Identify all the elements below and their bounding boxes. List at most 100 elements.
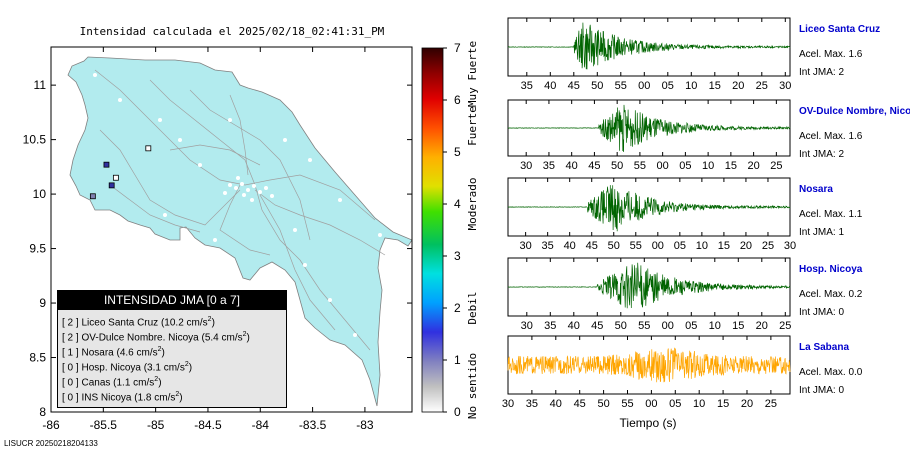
- intensity-colorbar: 0 1 2 3 4 5 6 7 No sentido Debil Moderado FuerteMu…: [421, 41, 479, 419]
- waveform-tick-label: 30: [779, 80, 791, 92]
- waveform-tick-label: 15: [732, 320, 744, 332]
- legend-station: Liceo Santa Cruz: [81, 317, 159, 329]
- legend-int: [ 0 ]: [62, 377, 79, 389]
- town-dot: [163, 213, 167, 217]
- waveform-tick-label: 45: [568, 80, 580, 92]
- waveform-panel: 30 35 40 45 50 55 00 05 10 15 20 25 30 Nosara Acel. Ma…: [507, 177, 863, 252]
- map-x-tick-label: -83.5: [299, 418, 327, 432]
- road-line: [254, 189, 386, 256]
- waveform-tick-label: 10: [693, 398, 705, 410]
- waveform-tick-label: 35: [543, 160, 555, 172]
- station-name: Liceo Santa Cruz: [799, 24, 880, 35]
- colorbar-category: No sentido: [466, 353, 479, 419]
- map-y-tick-label: 10.5: [23, 133, 47, 147]
- map-x-tick-label: -84.5: [194, 418, 222, 432]
- waveform-tick-label: 30: [521, 320, 533, 332]
- colorbar-tick-label: 4: [454, 197, 461, 211]
- waveform-tick-label: 50: [591, 80, 603, 92]
- waveform-tick-label: 55: [615, 80, 627, 92]
- waveform-tick-label: 15: [725, 160, 737, 172]
- waveform-tick-label: 35: [521, 80, 533, 92]
- waveform-tick-label: 25: [770, 160, 782, 172]
- waveform-trace: [507, 104, 791, 153]
- map-x-axis: -86 -85.5 -85 -84.5 -84 -83.5 -83: [42, 47, 374, 432]
- jma-intensity: Int JMA: 2: [799, 149, 844, 160]
- waveform-tick-label: 15: [717, 398, 729, 410]
- map-x-tick-label: -86: [42, 418, 60, 432]
- station-marker[interactable]: [145, 145, 152, 152]
- town-dot: [246, 188, 250, 192]
- jma-intensity: Int JMA: 0: [799, 307, 844, 318]
- legend-acc: (1.1 cm/s: [113, 377, 155, 389]
- station-marker[interactable]: [89, 193, 96, 200]
- map-frame: [50, 46, 413, 413]
- waveform-tick-label: 00: [638, 80, 650, 92]
- station-name: Hosp. Nicoya: [799, 264, 863, 275]
- town-dot: [303, 263, 307, 267]
- accel-max: Acel. Max. 1.6: [799, 49, 863, 60]
- legend-sup: 2: [175, 391, 180, 398]
- legend-close: ): [179, 392, 183, 404]
- waveform-tick-label: 45: [588, 160, 600, 172]
- road-line: [149, 79, 371, 351]
- legend-int: [ 1 ]: [62, 347, 79, 359]
- legend-acc: (5.4 cm/s: [201, 332, 243, 344]
- waveform-tick-label: 25: [765, 398, 777, 410]
- legend-title: INTENSIDAD JMA [0 a 7]: [58, 291, 286, 310]
- waveform-tick-label: 40: [564, 240, 576, 252]
- waveform-tick-label: 05: [662, 80, 674, 92]
- waveform-tick-label: 40: [544, 80, 556, 92]
- map-x-tick-label: -85: [147, 418, 165, 432]
- waveform-tick-label: 50: [615, 320, 627, 332]
- station-marker[interactable]: [103, 161, 110, 168]
- road-line: [219, 184, 271, 256]
- legend-station: Nosara: [81, 347, 114, 359]
- waveform-tick-label: 15: [709, 80, 721, 92]
- jma-intensity: Int JMA: 0: [799, 385, 844, 396]
- station-marker[interactable]: [108, 182, 115, 189]
- waveform-tick-label: 40: [566, 160, 578, 172]
- waveform-tick-label: 50: [608, 240, 620, 252]
- colorbar-tick-label: 2: [454, 301, 461, 315]
- map-x-tick-label: -83: [356, 418, 374, 432]
- waveform-tick-label: 30: [784, 240, 796, 252]
- legend-row: [ 0 ] Canas (1.1 cm/s2): [62, 376, 162, 388]
- town-dot: [252, 184, 256, 188]
- legend-sup: 2: [154, 376, 159, 383]
- legend-int: [ 0 ]: [62, 362, 79, 374]
- waveform-panel: 30 35 40 45 50 55 00 05 10 15 20 25 OV-Dulce Nombre,…: [507, 99, 910, 172]
- legend-close: ): [158, 377, 162, 389]
- station-marker[interactable]: [112, 174, 119, 181]
- waveform-tick-label: 45: [574, 398, 586, 410]
- road-line: [259, 194, 336, 331]
- waveform-tick-label: 55: [638, 320, 650, 332]
- waveform-tick-label: 50: [611, 160, 623, 172]
- legend-station: INS Nicoya: [81, 392, 132, 404]
- map-y-tick-label: 8: [39, 405, 46, 419]
- colorbar-gradient: [421, 47, 444, 413]
- legend-close: ): [211, 317, 215, 329]
- waveform-tick-label: 30: [520, 160, 532, 172]
- waveform-tick-label: 20: [747, 160, 759, 172]
- town-dot: [293, 228, 297, 232]
- town-dot: [158, 118, 162, 122]
- waveform-tick-label: 25: [756, 80, 768, 92]
- legend-sup: 2: [242, 331, 247, 338]
- legend-row: [ 2 ] OV-Dulce Nombre. Nicoya (5.4 cm/s2…: [62, 331, 250, 343]
- waveform-trace: [507, 347, 791, 383]
- legend-sup: 2: [184, 361, 189, 368]
- town-dot: [93, 73, 97, 77]
- town-dot: [178, 138, 182, 142]
- town-dot: [353, 333, 357, 337]
- legend-int: [ 0 ]: [62, 392, 79, 404]
- waveform-xlabel: Tiempo (s): [620, 416, 677, 430]
- town-dot: [228, 118, 232, 122]
- town-dot: [338, 198, 342, 202]
- waveform-tick-label: 25: [779, 320, 791, 332]
- legend-row: [ 0 ] INS Nicoya (1.8 cm/s2): [62, 391, 183, 403]
- town-dot: [283, 138, 287, 142]
- waveform-panel: 30 35 40 45 50 55 00 05 10 15 20 25 La Sabana Acel. M…: [502, 335, 863, 410]
- road-line: [94, 69, 376, 221]
